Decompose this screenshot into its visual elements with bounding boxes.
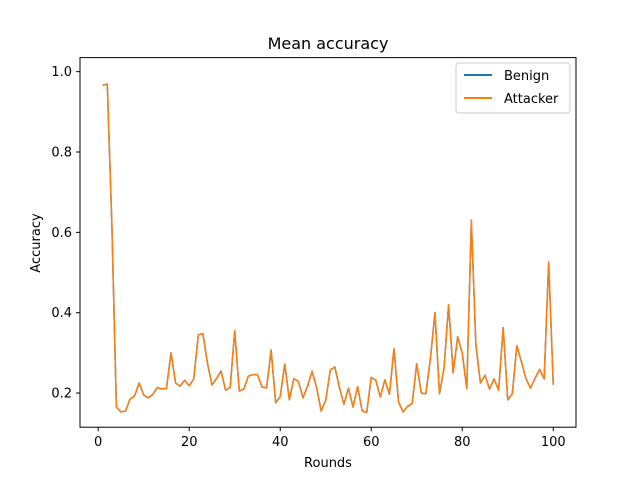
x-tick-label: 20 [181, 435, 198, 450]
x-tick-label: 0 [94, 435, 102, 450]
y-axis-label: Accuracy [29, 213, 44, 273]
x-axis-label: Rounds [304, 456, 352, 471]
x-tick-label: 40 [272, 435, 289, 450]
y-tick-label: 1.0 [51, 65, 72, 80]
series-line-attacker [102, 83, 554, 414]
x-tick-label: 80 [454, 435, 471, 450]
x-tick-label: 60 [363, 435, 380, 450]
y-tick-label: 0.6 [51, 226, 72, 241]
legend-label-attacker: Attacker [504, 92, 559, 107]
series-lines [102, 83, 554, 414]
y-tick-label: 0.8 [51, 146, 72, 161]
legend: Benign Attacker [455, 62, 571, 114]
axis-ticks: 0 20 40 60 80 100 0.2 0.4 0.6 0.8 1.0 [51, 65, 565, 450]
chart-title: Mean accuracy [268, 34, 389, 53]
plot-frame [79, 57, 577, 428]
x-tick-label: 100 [541, 435, 566, 450]
legend-label-benign: Benign [504, 69, 549, 84]
y-tick-label: 0.2 [51, 387, 72, 402]
y-tick-label: 0.4 [51, 306, 72, 321]
